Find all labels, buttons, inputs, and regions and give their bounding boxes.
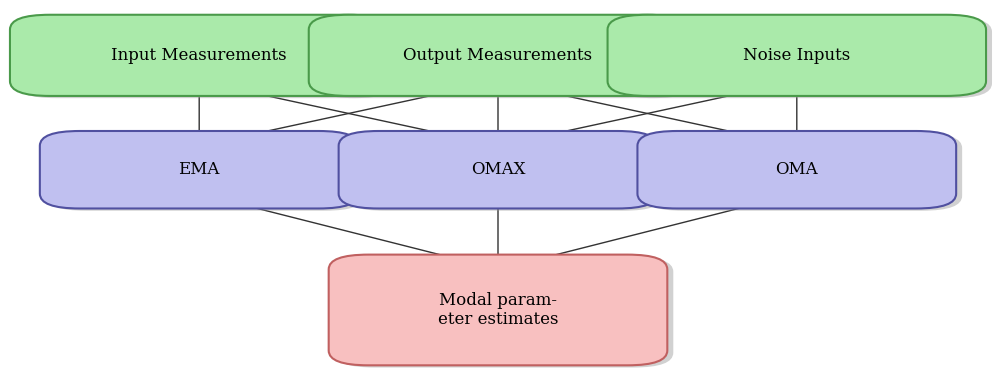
Text: OMA: OMA [776, 161, 818, 178]
FancyBboxPatch shape [16, 17, 394, 98]
Text: EMA: EMA [178, 161, 220, 178]
FancyBboxPatch shape [637, 131, 956, 208]
FancyBboxPatch shape [643, 133, 962, 211]
FancyBboxPatch shape [46, 133, 365, 211]
FancyBboxPatch shape [309, 15, 687, 96]
Text: OMAX: OMAX [471, 161, 525, 178]
FancyBboxPatch shape [40, 131, 359, 208]
FancyBboxPatch shape [329, 255, 667, 365]
FancyBboxPatch shape [335, 257, 673, 368]
Text: Modal param-
eter estimates: Modal param- eter estimates [438, 292, 558, 328]
Text: Noise Inputs: Noise Inputs [743, 47, 851, 64]
Text: Output Measurements: Output Measurements [403, 47, 593, 64]
FancyBboxPatch shape [608, 15, 986, 96]
Text: Input Measurements: Input Measurements [112, 47, 287, 64]
FancyBboxPatch shape [339, 131, 657, 208]
FancyBboxPatch shape [345, 133, 663, 211]
FancyBboxPatch shape [614, 17, 992, 98]
FancyBboxPatch shape [315, 17, 693, 98]
FancyBboxPatch shape [10, 15, 388, 96]
